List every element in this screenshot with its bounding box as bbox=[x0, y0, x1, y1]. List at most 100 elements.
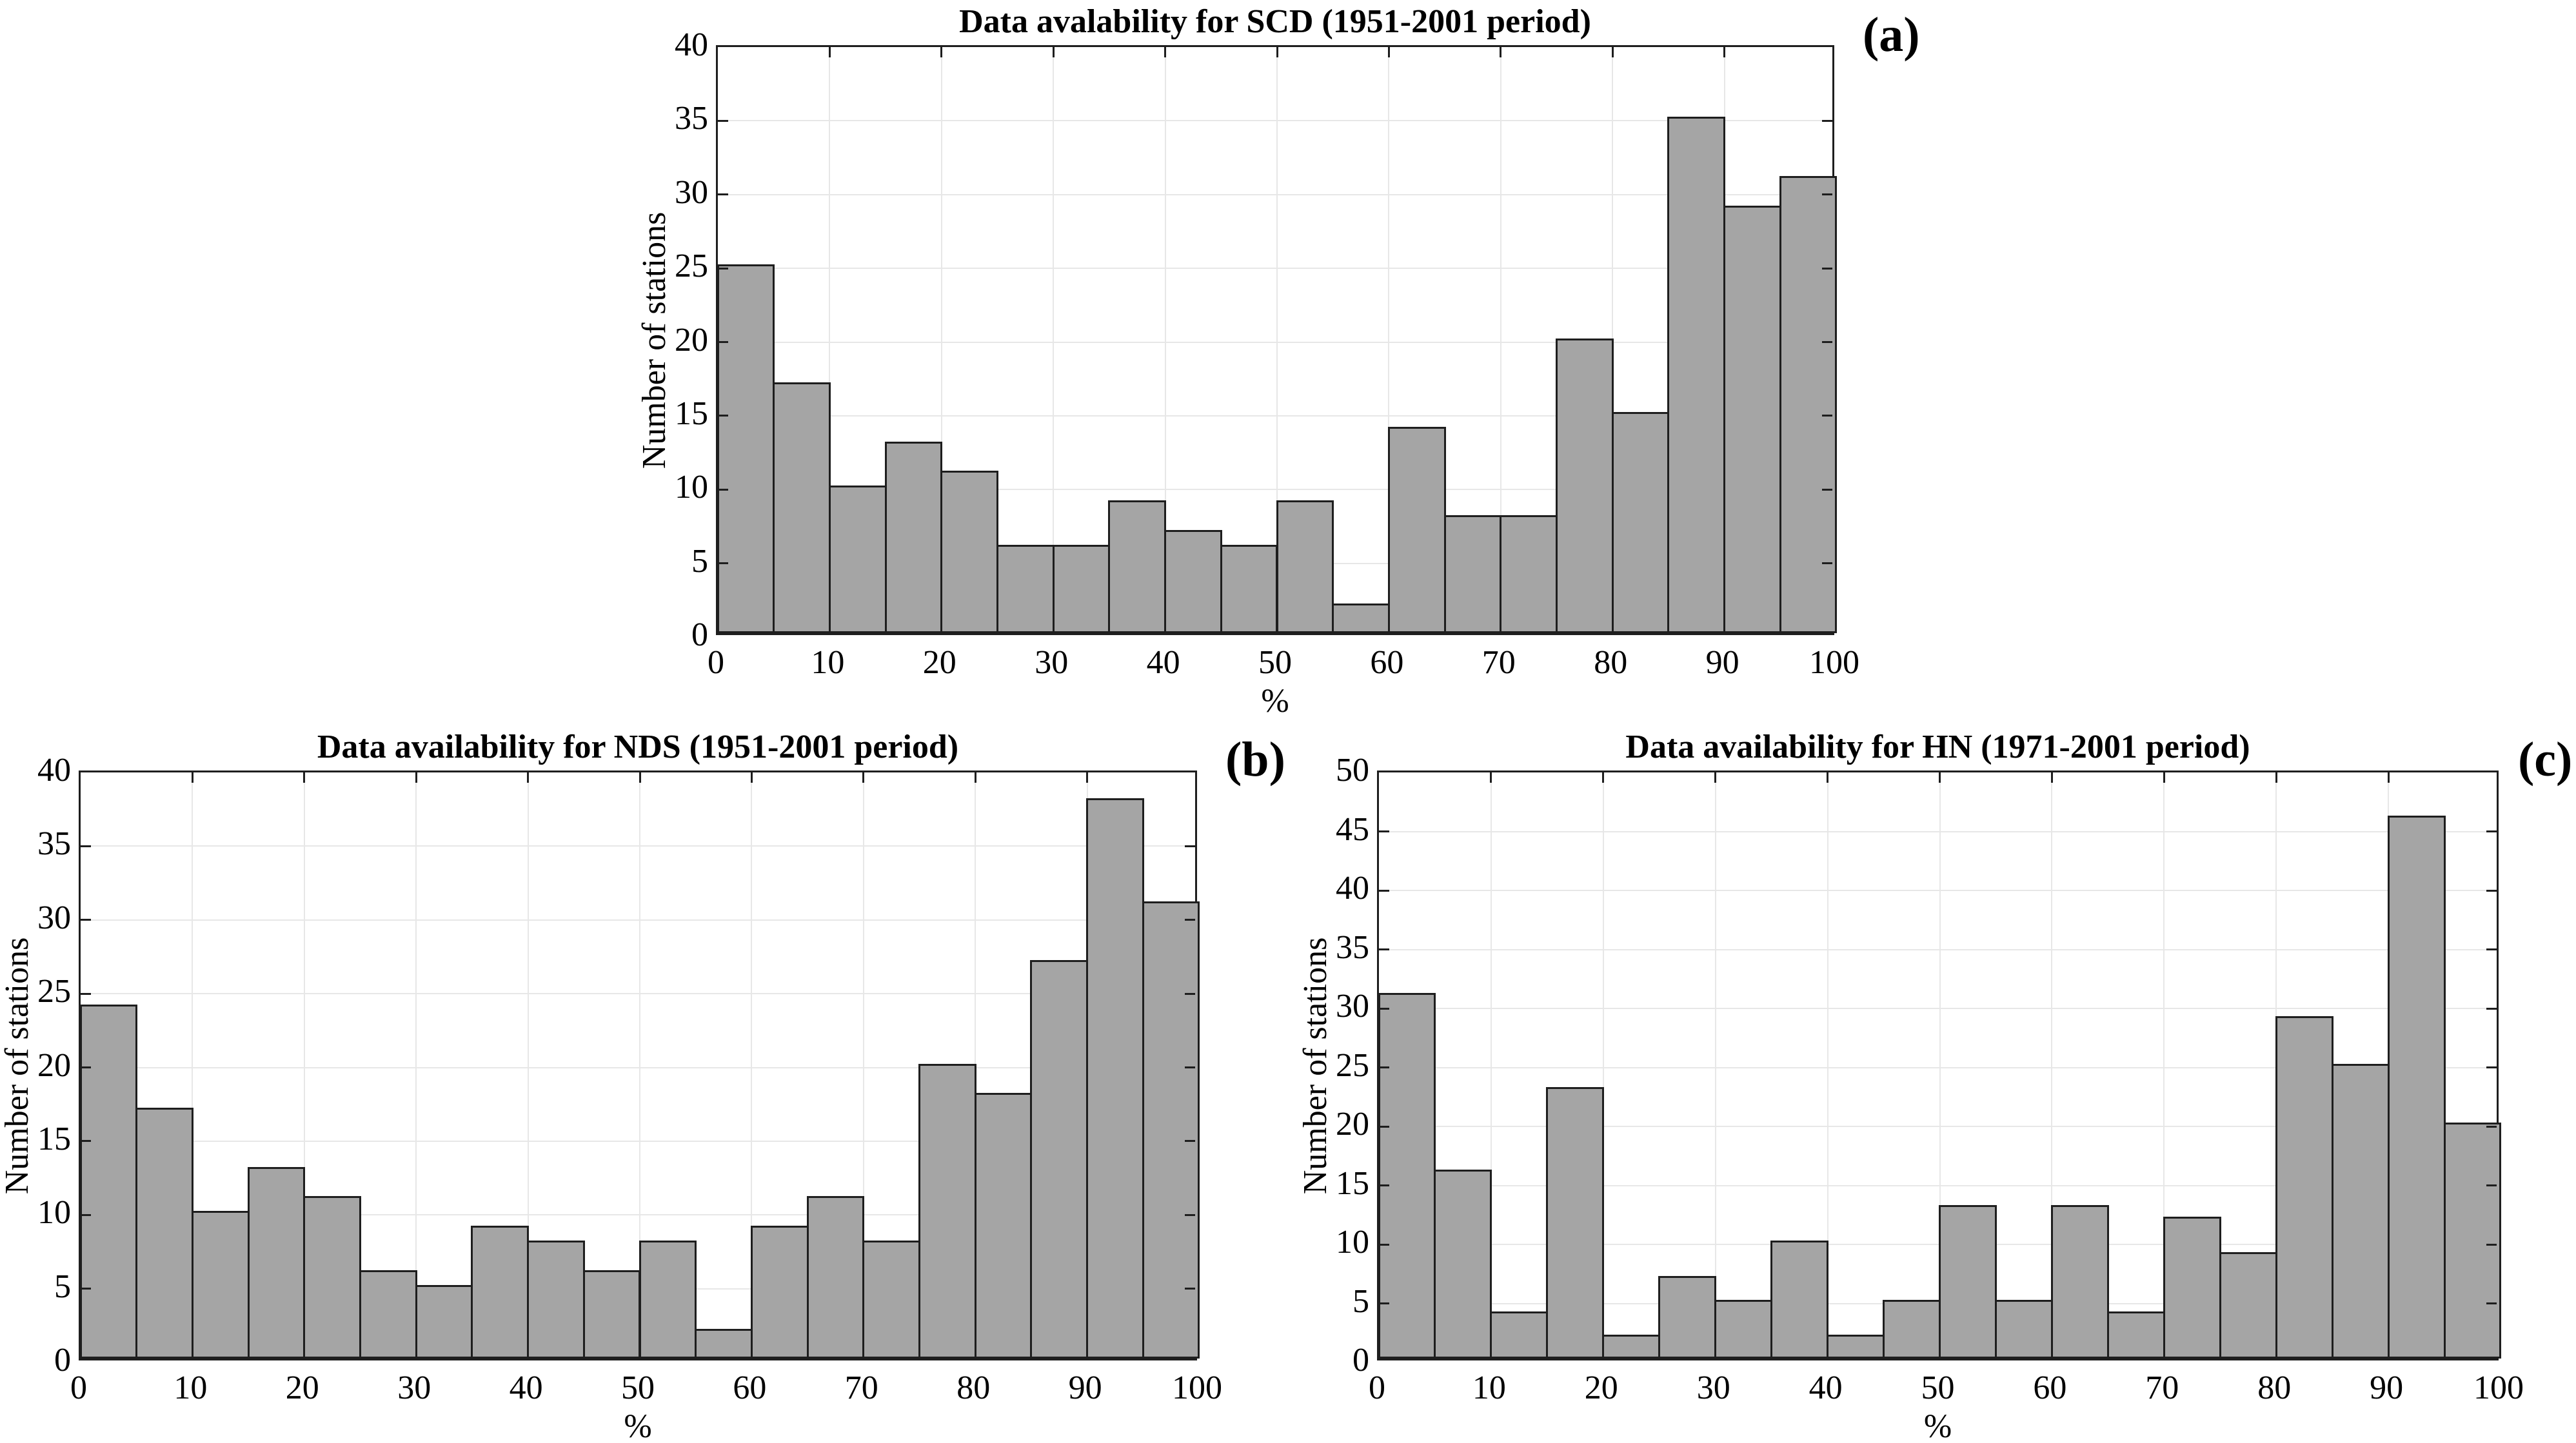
gridline-vertical bbox=[2163, 772, 2165, 1359]
histogram-bar bbox=[2387, 816, 2446, 1359]
x-tick-label: 80 bbox=[1594, 644, 1628, 681]
y-tick-label: 40 bbox=[675, 26, 708, 63]
x-axis-tick bbox=[2163, 772, 2165, 783]
y-axis-tick bbox=[81, 919, 91, 921]
gridline-vertical bbox=[192, 772, 193, 1359]
x-tick-label: 100 bbox=[1172, 1369, 1222, 1406]
gridline-vertical bbox=[639, 772, 640, 1359]
histogram-bar bbox=[918, 1063, 976, 1359]
x-axis-tick bbox=[1723, 47, 1726, 57]
histogram-bar bbox=[1714, 1299, 1773, 1359]
y-axis-tick bbox=[1379, 1243, 1389, 1246]
histogram-bar bbox=[1052, 544, 1111, 633]
x-tick-label: 10 bbox=[811, 644, 845, 681]
histogram-bar bbox=[2050, 1205, 2109, 1359]
histogram-bar bbox=[1883, 1299, 1941, 1359]
gridline-horizontal bbox=[1379, 1184, 2497, 1186]
y-axis-tick bbox=[1822, 341, 1832, 343]
histogram-bar bbox=[2219, 1252, 2277, 1359]
chart-title: Data avalability for SCD (1951-2001 peri… bbox=[959, 3, 1591, 40]
x-axis-tick bbox=[2387, 772, 2390, 783]
y-axis-tick bbox=[1822, 193, 1832, 196]
gridline-horizontal bbox=[718, 489, 1832, 491]
gridline-vertical bbox=[1939, 772, 1941, 1359]
gridline-horizontal bbox=[1379, 1008, 2497, 1009]
y-axis-tick bbox=[718, 562, 728, 565]
x-tick-label: 70 bbox=[2145, 1369, 2179, 1406]
y-axis-tick bbox=[81, 992, 91, 995]
x-tick-label: 10 bbox=[173, 1369, 208, 1406]
gridline-vertical bbox=[751, 772, 753, 1359]
y-tick-label: 15 bbox=[37, 1120, 71, 1157]
histogram-bar bbox=[1723, 205, 1781, 633]
y-tick-label: 15 bbox=[675, 395, 708, 432]
y-axis-tick bbox=[2486, 1125, 2497, 1128]
histogram-bar bbox=[191, 1211, 250, 1359]
histogram-bar bbox=[2443, 1123, 2502, 1359]
x-axis-tick bbox=[1490, 772, 1492, 783]
x-axis-tick bbox=[940, 47, 943, 57]
gridline-horizontal bbox=[81, 993, 1195, 995]
y-tick-label: 35 bbox=[1336, 928, 1369, 966]
x-axis-tick bbox=[1086, 772, 1089, 783]
gridline-horizontal bbox=[81, 919, 1195, 921]
y-axis-tick bbox=[1822, 562, 1832, 565]
histogram-bar bbox=[135, 1108, 193, 1359]
y-axis-tick bbox=[1379, 1125, 1389, 1128]
gridline-horizontal bbox=[718, 120, 1832, 122]
histogram-bar bbox=[773, 382, 831, 633]
histogram-bar bbox=[806, 1196, 865, 1359]
x-axis-tick bbox=[1827, 772, 1829, 783]
x-tick-label: 0 bbox=[70, 1369, 87, 1406]
histogram-bar bbox=[1030, 960, 1089, 1359]
y-axis-tick bbox=[1185, 1140, 1195, 1143]
gridline-vertical bbox=[1164, 47, 1166, 633]
gridline-horizontal bbox=[1379, 1244, 2497, 1245]
histogram-bar bbox=[2106, 1311, 2165, 1359]
histogram-bar bbox=[1490, 1311, 1549, 1359]
x-tick-label: 80 bbox=[956, 1369, 991, 1406]
x-tick-label: 90 bbox=[2370, 1369, 2404, 1406]
y-tick-label: 35 bbox=[37, 825, 71, 863]
histogram-bar bbox=[1546, 1087, 1605, 1359]
y-axis-tick bbox=[718, 488, 728, 491]
gridline-horizontal bbox=[81, 1066, 1195, 1068]
y-tick-label: 30 bbox=[37, 899, 71, 936]
y-tick-label: 20 bbox=[1336, 1106, 1369, 1143]
gridline-vertical bbox=[1388, 47, 1390, 633]
y-axis-tick bbox=[2486, 1243, 2497, 1246]
x-axis-tick bbox=[303, 772, 306, 783]
y-axis-tick bbox=[718, 267, 728, 270]
x-tick-label: 90 bbox=[1068, 1369, 1102, 1406]
y-tick-label: 30 bbox=[1336, 988, 1369, 1025]
histogram-bar bbox=[940, 471, 998, 633]
x-axis-tick bbox=[1602, 772, 1605, 783]
gridline-horizontal bbox=[1379, 948, 2497, 950]
x-axis-label: % bbox=[624, 1408, 652, 1443]
panel-label: (a) bbox=[1863, 8, 1920, 62]
y-axis-tick bbox=[81, 1066, 91, 1068]
x-axis-tick bbox=[1714, 772, 1717, 783]
y-axis-tick bbox=[2486, 1302, 2497, 1304]
y-axis-tick bbox=[1185, 1213, 1195, 1216]
y-tick-label: 15 bbox=[1336, 1164, 1369, 1202]
histogram-bar bbox=[1086, 798, 1144, 1359]
gridline-horizontal bbox=[718, 415, 1832, 417]
x-tick-label: 90 bbox=[1705, 644, 1739, 681]
histogram-bar bbox=[582, 1270, 641, 1359]
histogram-bar bbox=[1220, 544, 1278, 633]
histogram-bar bbox=[974, 1093, 1033, 1359]
histogram-bar bbox=[415, 1284, 473, 1359]
y-axis-tick bbox=[1379, 1007, 1389, 1010]
histogram-bar bbox=[639, 1241, 697, 1359]
y-axis-tick bbox=[1185, 1288, 1195, 1290]
x-axis-tick bbox=[1276, 47, 1278, 57]
y-axis-tick bbox=[1185, 845, 1195, 847]
histogram-bar bbox=[2163, 1217, 2221, 1359]
x-axis-tick bbox=[639, 772, 641, 783]
x-tick-label: 60 bbox=[2033, 1369, 2067, 1406]
y-tick-label: 5 bbox=[691, 542, 708, 580]
y-axis-tick bbox=[2486, 948, 2497, 950]
histogram-bar bbox=[695, 1329, 753, 1359]
y-tick-label: 0 bbox=[54, 1342, 71, 1379]
